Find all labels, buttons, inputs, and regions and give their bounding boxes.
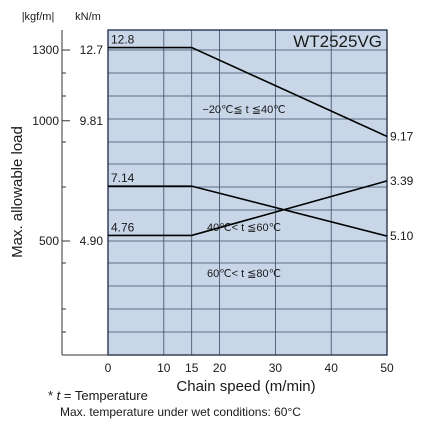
kgf-unit-label: |kgf/m| [22,11,55,23]
kn-tick-label: 12.7 [80,43,104,57]
x-tick-label: 15 [185,361,199,375]
x-tick-label: 20 [213,361,227,375]
series-name-label: 60℃< t ≦80℃ [207,268,281,280]
plot-border [107,29,388,356]
series-name-label: 40℃< t ≦60℃ [207,222,281,234]
chart-title: WT2525VG [293,32,382,51]
series-start-label: 12.8 [111,33,135,47]
kgf-tick-label: 500 [39,234,59,248]
series-line [108,46,388,138]
series-name-label: −20℃≦ t ≦40℃ [202,104,285,116]
kgf-tick-label: 1000 [32,114,59,128]
series-end-label: 9.17 [390,129,414,143]
x-axis-title: Chain speed (m/min) [176,378,315,395]
footnote-mark: * [48,388,57,403]
series-start-label: 4.76 [111,220,135,234]
kn-tick-label: 4.90 [80,234,104,248]
x-tick-label: 30 [269,361,283,375]
y-axis-title: Max. allowable load [9,126,26,258]
series-start-label: 7.14 [111,171,135,185]
footnote-2: Max. temperature under wet conditions: 6… [60,405,301,419]
series-line [108,180,388,237]
series-end-label: 5.10 [390,229,414,243]
x-tick-label: 10 [157,361,171,375]
kn-unit-label: kN/m [75,11,101,23]
footnote-1: * t = Temperature [48,388,148,403]
series-end-label: 3.39 [390,174,414,188]
footnote-rest: = Temperature [60,388,148,403]
plot-area [108,30,387,355]
kgf-tick-label: 1300 [32,43,59,57]
x-tick-label: 50 [380,361,394,375]
footnote-var: t [57,388,62,403]
x-tick-label: 40 [325,361,339,375]
x-tick-label: 0 [105,361,112,375]
series-line [108,185,388,237]
kn-tick-label: 9.81 [80,114,104,128]
